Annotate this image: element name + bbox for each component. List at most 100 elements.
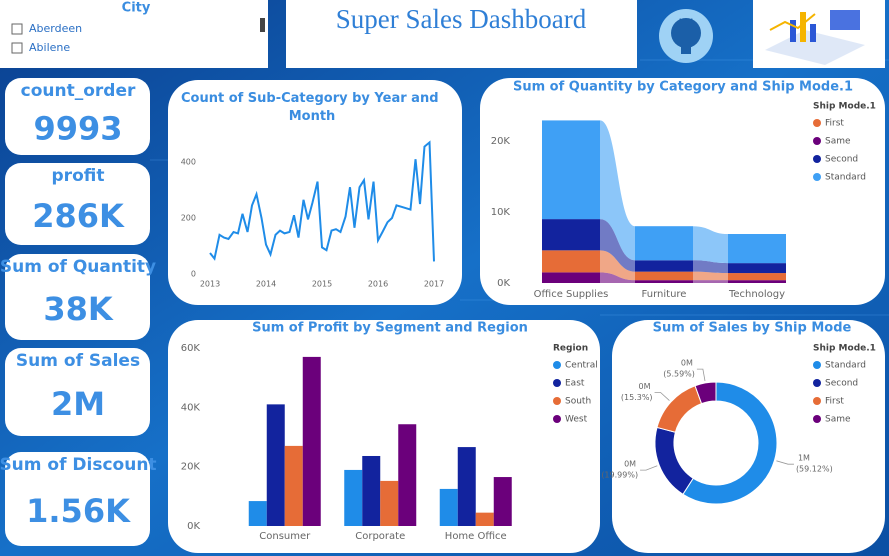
donut-slice bbox=[682, 381, 778, 505]
ribbon bbox=[693, 260, 728, 274]
slicer-item[interactable]: Aberdeen bbox=[29, 22, 82, 35]
logo-shape bbox=[678, 18, 694, 54]
data-label: 0M bbox=[624, 460, 636, 469]
legend-label: Standard bbox=[825, 173, 866, 183]
ribbon bbox=[600, 250, 635, 281]
y-tick-label: 20K bbox=[181, 462, 201, 473]
ribbon-segment bbox=[728, 234, 786, 264]
bar bbox=[493, 477, 512, 526]
data-label: (19.99%) bbox=[601, 471, 638, 480]
bar bbox=[398, 424, 417, 526]
kpi-value: 2M bbox=[51, 385, 105, 423]
scrollbar[interactable] bbox=[260, 18, 265, 32]
y-tick-label: 0K bbox=[497, 278, 510, 289]
ribbon-segment bbox=[542, 219, 600, 251]
leader-line bbox=[654, 392, 670, 401]
data-label: 0M bbox=[681, 359, 693, 368]
leader-line bbox=[776, 460, 794, 465]
bar bbox=[475, 512, 494, 526]
y-tick-label: 10K bbox=[491, 207, 511, 218]
ribbon-segment bbox=[635, 226, 693, 261]
data-label: 0M bbox=[639, 382, 651, 391]
chart-title: Sum of Sales by Ship Mode bbox=[653, 321, 852, 336]
y-tick-label: 20K bbox=[491, 136, 511, 147]
ribbon-segment bbox=[542, 120, 600, 220]
kpi-value: 38K bbox=[43, 290, 114, 328]
ribbon bbox=[600, 219, 635, 272]
ribbon bbox=[693, 226, 728, 264]
leader-line bbox=[640, 465, 658, 471]
legend-label: Second bbox=[825, 379, 858, 389]
bar bbox=[380, 480, 399, 526]
chart-title: Sum of Profit by Segment and Region bbox=[252, 321, 528, 336]
chart-panel bbox=[612, 320, 885, 553]
bar bbox=[248, 501, 267, 526]
kpi-card bbox=[5, 348, 150, 436]
x-tick-label: Home Office bbox=[445, 531, 507, 542]
y-tick-label: 0K bbox=[187, 521, 200, 532]
bar bbox=[302, 356, 321, 526]
legend-label: Same bbox=[825, 415, 851, 425]
bar bbox=[284, 445, 303, 526]
legend-marker bbox=[813, 361, 821, 369]
x-tick-label: 2017 bbox=[424, 280, 444, 289]
x-tick-label: 2016 bbox=[368, 280, 388, 289]
bar bbox=[266, 404, 285, 526]
x-tick-label: Consumer bbox=[259, 531, 311, 542]
chart-title: Count of Sub-Category by Year and Month bbox=[181, 91, 443, 124]
slicer-item[interactable]: Abilene bbox=[29, 41, 70, 54]
legend-label: Central bbox=[565, 361, 598, 371]
bar bbox=[457, 447, 476, 526]
checkbox[interactable] bbox=[11, 23, 23, 35]
legend-marker bbox=[553, 361, 561, 369]
x-tick-label: Technology bbox=[728, 289, 785, 300]
ribbon bbox=[693, 271, 728, 281]
logo-shape bbox=[671, 18, 701, 48]
bar bbox=[362, 455, 381, 526]
ribbon-segment bbox=[542, 272, 600, 283]
dashboard-title: Super Sales Dashboard bbox=[336, 4, 587, 34]
ribbon-segment bbox=[635, 260, 693, 272]
x-tick-label: 2013 bbox=[200, 280, 220, 289]
title-panel bbox=[286, 0, 637, 68]
kpi-label: Sum of Quantity bbox=[0, 257, 156, 277]
kpi-card bbox=[5, 452, 150, 546]
legend-label: First bbox=[825, 397, 844, 407]
donut-slice bbox=[694, 381, 717, 405]
kpi-card bbox=[5, 78, 150, 155]
legend-label: First bbox=[825, 119, 844, 129]
data-label: (15.3%) bbox=[621, 393, 653, 402]
x-tick-label: Corporate bbox=[355, 531, 405, 542]
legend-label: South bbox=[565, 397, 591, 407]
legend-label: Same bbox=[825, 137, 851, 147]
legend-marker bbox=[553, 415, 561, 423]
legend-label: West bbox=[565, 415, 588, 425]
legend-marker bbox=[813, 155, 821, 163]
y-tick-label: 0 bbox=[191, 270, 196, 279]
ribbon bbox=[693, 280, 728, 283]
legend-title: Ship Mode.1 bbox=[813, 344, 876, 354]
legend-title: Region bbox=[553, 344, 588, 354]
kpi-card bbox=[5, 254, 150, 340]
kpi-label: profit bbox=[52, 166, 105, 186]
ribbon bbox=[600, 272, 635, 283]
x-tick-label: Office Supplies bbox=[534, 289, 609, 300]
slicer-title: City bbox=[122, 1, 151, 16]
y-tick-label: 200 bbox=[181, 214, 196, 223]
kpi-label: count_order bbox=[21, 81, 136, 101]
kpi-label: Sum of Discount bbox=[0, 455, 157, 475]
leader-line bbox=[696, 368, 706, 382]
legend-marker bbox=[813, 137, 821, 145]
kpi-value: 1.56K bbox=[26, 492, 131, 530]
legend-marker bbox=[813, 119, 821, 127]
illustration bbox=[765, 10, 865, 65]
checkbox[interactable] bbox=[11, 42, 23, 54]
legend-label: Second bbox=[825, 155, 858, 165]
data-label: 1M bbox=[798, 454, 810, 463]
y-tick-label: 400 bbox=[181, 158, 196, 167]
legend-marker bbox=[553, 379, 561, 387]
content: count_order 9993 profit 286K Sum of Quantity… bbox=[0, 80, 876, 543]
bar bbox=[439, 488, 458, 526]
ribbon bbox=[600, 120, 635, 261]
